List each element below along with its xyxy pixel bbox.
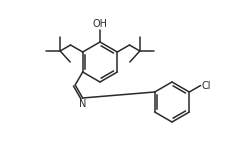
Text: Cl: Cl	[202, 81, 211, 90]
Text: OH: OH	[93, 19, 107, 29]
Text: N: N	[79, 99, 86, 109]
